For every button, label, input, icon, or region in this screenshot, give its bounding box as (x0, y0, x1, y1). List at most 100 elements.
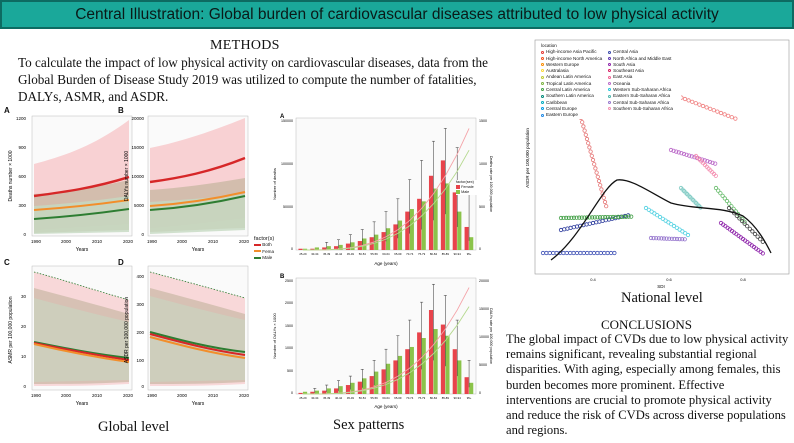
scatter-point (616, 214, 621, 219)
scatter-point (718, 110, 724, 116)
scatter-point (618, 214, 623, 219)
legend-marker (541, 69, 544, 73)
scatter-point (626, 214, 631, 219)
age-tick: 40-44 (335, 396, 343, 400)
scatter-point (669, 222, 674, 227)
bar-male (326, 246, 331, 250)
y-axis-label: Deaths number × 1000 (8, 150, 14, 201)
x-axis-label: Years (76, 247, 89, 253)
scatter-point (643, 205, 649, 211)
asdr-trend-chart: 400 300 200 100 0 1990 2000 2010 2020 Ye… (124, 265, 250, 407)
scatter-point (613, 214, 618, 220)
scatter-point (564, 215, 569, 220)
bar-female (334, 388, 339, 394)
scatter-point (710, 160, 715, 165)
x-axis-label: Age (years) (374, 261, 398, 266)
scatter-point (592, 215, 597, 220)
scatter-point (584, 136, 590, 142)
scatter-point (727, 201, 732, 206)
age-tick: 85-89 (442, 252, 450, 256)
legend-title: factor(sex) (456, 180, 474, 184)
xtick: 0.6 (666, 277, 672, 282)
legend-item: Southern Sub-Saharan Africa (608, 106, 673, 112)
xtick: 1990 (31, 239, 42, 244)
ytick: 0 (141, 232, 144, 237)
x-axis-label: Years (76, 401, 89, 407)
bar-female (310, 248, 315, 250)
x-axis-label: SDI (657, 284, 665, 289)
ytick: 2000 (285, 301, 293, 305)
legend-label: Southeast Asia (613, 68, 644, 74)
scatter-point (707, 159, 713, 165)
ytick: 200 (136, 330, 144, 335)
xtick: 1990 (147, 393, 158, 398)
age-tick: 80-84 (430, 396, 438, 400)
ytick: 600 (18, 174, 26, 179)
scatter-point (629, 214, 634, 219)
scatter-point (579, 215, 584, 220)
bar-male (326, 388, 331, 394)
xtick: 2010 (208, 239, 219, 244)
ytick: 150000 (281, 119, 293, 123)
scatter-point (713, 173, 718, 178)
bar-female (345, 243, 351, 250)
age-tick: 85-89 (442, 396, 450, 400)
legend-item: East Asia (608, 74, 673, 80)
y-axis-label: ASMR per 100,000 population (8, 296, 14, 363)
age-tick: 55-59 (371, 396, 379, 400)
legend-item: Caribbean (541, 100, 602, 106)
banner-title: Central Illustration: Global burden of c… (75, 5, 719, 23)
scatter-point (660, 216, 665, 221)
legend-marker (608, 63, 612, 67)
y-axis-label: ASDR per 100,000 population (525, 128, 530, 188)
xtick: 2010 (92, 393, 103, 398)
scatter-point (716, 188, 721, 193)
rtick: 10000 (479, 335, 489, 339)
bar-male (433, 188, 438, 250)
legend-marker (541, 113, 544, 117)
scatter-point (661, 236, 667, 241)
scatter-point (599, 187, 604, 192)
scatter-point (669, 236, 674, 241)
scatter-point (693, 101, 698, 106)
ytick: 20 (21, 324, 27, 329)
scatter-point (679, 151, 684, 156)
dalys-trend-chart: 20000 15000 10000 5000 0 1990 2000 2010 … (124, 115, 250, 253)
scatter-point (739, 218, 745, 224)
bar-female (381, 232, 386, 250)
scatter-point (742, 221, 747, 226)
scatter-point (667, 236, 672, 241)
bar-female (405, 349, 410, 394)
ytick: 500 (287, 369, 293, 373)
age-tick: 70-74 (406, 396, 414, 400)
bar-female (417, 198, 422, 250)
xtick: 2020 (239, 393, 250, 398)
bar-female (428, 175, 434, 250)
rtick: 1500 (479, 119, 487, 123)
right-axis-label: DALYs rate per 100,000 population (489, 308, 493, 364)
ytick: 0 (23, 232, 26, 237)
scatter-point (680, 237, 685, 242)
y-axis-label: DALYs number × 1000 (124, 151, 130, 202)
legend-label: Australasia (546, 68, 569, 74)
scatter-point (697, 102, 702, 107)
xtick: 2000 (61, 239, 72, 244)
bar-female (452, 349, 457, 394)
legend-label: Western Sub-Saharan Africa (613, 87, 672, 93)
scatter-point (683, 231, 688, 236)
scatter-point (623, 214, 629, 219)
bar-male (314, 247, 319, 250)
ytick: 300 (136, 302, 144, 307)
ytick: 1000 (285, 346, 293, 350)
panel-letter: C (4, 258, 10, 267)
bar-male (421, 201, 426, 250)
scatter-point (711, 108, 716, 113)
scatter-point (742, 219, 747, 224)
legend-item-female: Female (456, 185, 486, 190)
age-tick: 50-54 (359, 252, 367, 256)
xtick: 2010 (208, 393, 219, 398)
scatter-point (574, 215, 579, 220)
legend-item: Central Latin America (541, 87, 602, 93)
scatter-point (566, 215, 571, 220)
bar-male (469, 382, 474, 394)
